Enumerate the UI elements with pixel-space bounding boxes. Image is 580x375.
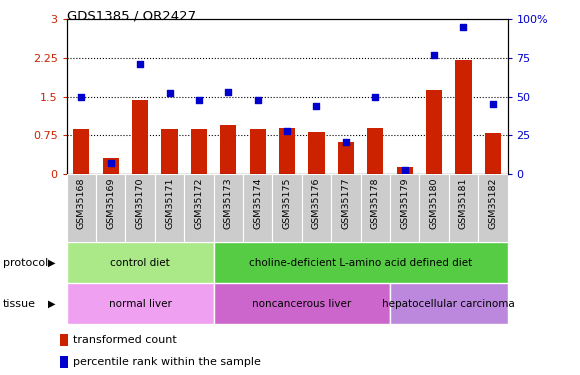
Bar	[331, 174, 361, 242]
Point	[341, 139, 350, 145]
Text: normal liver: normal liver	[108, 299, 172, 309]
Text: tissue: tissue	[3, 299, 36, 309]
Bar	[73, 129, 89, 174]
Point	[253, 97, 262, 103]
Text: GSM35170: GSM35170	[136, 178, 144, 229]
Bar	[249, 129, 266, 174]
Point	[106, 160, 115, 166]
Bar	[125, 174, 155, 242]
Point	[429, 51, 438, 57]
Bar	[309, 132, 325, 174]
Point	[77, 94, 86, 100]
Text: GSM35175: GSM35175	[282, 178, 292, 229]
Bar	[96, 174, 125, 242]
Point	[224, 89, 233, 95]
Text: GSM35176: GSM35176	[312, 178, 321, 229]
Bar	[478, 174, 508, 242]
Text: GSM35181: GSM35181	[459, 178, 468, 229]
Bar	[213, 174, 243, 242]
Bar	[132, 100, 148, 174]
Text: GSM35179: GSM35179	[400, 178, 409, 229]
Text: GSM35173: GSM35173	[224, 178, 233, 230]
Bar	[397, 166, 413, 174]
Point	[312, 103, 321, 109]
Bar	[220, 125, 237, 174]
Point	[282, 128, 292, 134]
Bar	[67, 283, 213, 324]
Point	[459, 24, 468, 30]
Bar	[184, 174, 213, 242]
Text: percentile rank within the sample: percentile rank within the sample	[73, 357, 261, 367]
Bar	[279, 128, 295, 174]
Text: GSM35168: GSM35168	[77, 178, 86, 229]
Bar	[67, 174, 96, 242]
Point	[194, 97, 204, 103]
Text: GSM35172: GSM35172	[194, 178, 204, 229]
Point	[165, 90, 174, 96]
Text: hepatocellular carcinoma: hepatocellular carcinoma	[382, 299, 515, 309]
Bar	[302, 174, 331, 242]
Text: GSM35174: GSM35174	[253, 178, 262, 229]
Text: control diet: control diet	[110, 258, 170, 267]
Bar	[243, 174, 273, 242]
Bar	[426, 90, 442, 174]
Bar	[273, 174, 302, 242]
Bar	[60, 356, 68, 368]
Text: GDS1385 / OR2427: GDS1385 / OR2427	[67, 9, 196, 22]
Text: transformed count: transformed count	[73, 334, 177, 345]
Bar	[60, 334, 68, 346]
Bar	[103, 158, 119, 174]
Bar	[191, 129, 207, 174]
Bar	[155, 174, 184, 242]
Bar	[213, 283, 390, 324]
Point	[400, 167, 409, 173]
Text: GSM35177: GSM35177	[342, 178, 350, 229]
Text: GSM35171: GSM35171	[165, 178, 174, 229]
Bar	[390, 174, 419, 242]
Point	[488, 101, 498, 107]
Text: GSM35180: GSM35180	[430, 178, 438, 229]
Bar	[367, 128, 383, 174]
Point	[371, 94, 380, 100]
Bar	[338, 142, 354, 174]
Bar	[419, 174, 449, 242]
Bar	[361, 174, 390, 242]
Text: GSM35178: GSM35178	[371, 178, 380, 229]
Point	[136, 61, 145, 67]
Text: choline-deficient L-amino acid defined diet: choline-deficient L-amino acid defined d…	[249, 258, 472, 267]
Text: GSM35169: GSM35169	[106, 178, 115, 229]
Bar	[161, 129, 177, 174]
Bar	[485, 133, 501, 174]
Text: protocol: protocol	[3, 258, 48, 267]
Text: noncancerous liver: noncancerous liver	[252, 299, 351, 309]
Bar	[213, 242, 508, 283]
Bar	[449, 174, 478, 242]
Text: ▶: ▶	[49, 258, 56, 267]
Bar	[455, 60, 472, 174]
Bar	[67, 242, 213, 283]
Text: ▶: ▶	[49, 299, 56, 309]
Bar	[390, 283, 508, 324]
Text: GSM35182: GSM35182	[488, 178, 497, 229]
